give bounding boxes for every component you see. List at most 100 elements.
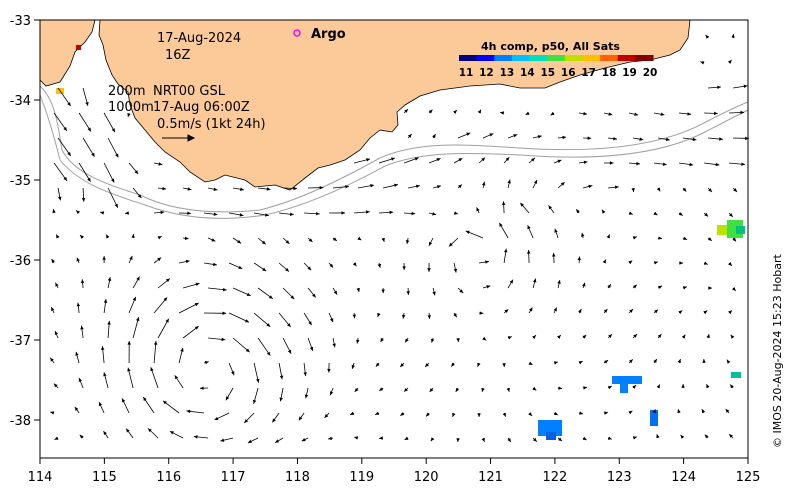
current-arrow-head-icon — [312, 293, 316, 298]
current-arrow-head-icon — [127, 341, 131, 345]
scale-label: 0.5m/s (1kt 24h) — [157, 117, 266, 132]
current-arrow-head-icon — [204, 360, 209, 365]
current-arrow-head-icon — [432, 212, 437, 216]
current-arrow-head-icon — [550, 111, 555, 116]
lat-tick-label: -38 — [10, 414, 31, 429]
current-arrow-head-icon — [706, 384, 710, 389]
current-arrow-head-icon — [54, 436, 59, 440]
current-arrow-head-icon — [726, 359, 731, 364]
current-arrow-head-icon — [129, 255, 133, 260]
current-arrow-shaft — [57, 137, 72, 157]
current-arrow-head-icon — [285, 267, 289, 272]
current-arrow-head-icon — [431, 338, 435, 343]
lat-tick-label: -37 — [10, 334, 31, 349]
current-arrow-shaft — [153, 341, 157, 364]
current-arrow-head-icon — [381, 289, 385, 294]
current-arrow-head-icon — [329, 263, 334, 268]
colorbar-tick-label: 20 — [643, 67, 658, 79]
lon-tick-label: 124 — [671, 470, 696, 485]
current-arrow-head-icon — [415, 184, 420, 189]
argo-legend: Argo — [293, 27, 346, 42]
longitude-axis: 114 115 116 117 118 119 120 121 122 123 124 125 — [28, 458, 760, 485]
lon-tick-label: 117 — [221, 470, 246, 485]
current-arrow-head-icon — [316, 211, 320, 216]
current-arrow-head-icon — [87, 177, 91, 182]
current-arrow-head-icon — [137, 194, 142, 199]
current-arrow-head-icon — [476, 207, 480, 212]
current-arrow-head-icon — [195, 282, 200, 287]
current-arrow-head-icon — [78, 377, 82, 382]
current-arrow-head-icon — [482, 336, 487, 341]
current-arrow-head-icon — [333, 290, 338, 295]
bathymetry-contours — [39, 85, 749, 219]
current-arrow-head-icon — [404, 109, 409, 113]
current-arrow-shaft — [53, 112, 68, 132]
current-arrow-head-icon — [80, 325, 84, 330]
current-arrow-head-icon — [582, 282, 586, 287]
colorbar-title: 4h comp, p50, All Sats — [481, 40, 620, 53]
current-arrow-head-icon — [238, 265, 243, 269]
current-arrow-head-icon — [628, 359, 633, 364]
current-arrow-head-icon — [633, 334, 638, 338]
lon-tick-label: 115 — [92, 470, 117, 485]
current-arrow-head-icon — [351, 364, 355, 369]
lat-tick-label: -35 — [10, 174, 31, 189]
current-arrow-head-icon — [107, 277, 112, 281]
land-australia — [98, 19, 691, 191]
current-arrow-head-icon — [301, 437, 306, 442]
current-arrow-head-icon — [532, 386, 537, 391]
colorbar-tick-label: 17 — [581, 67, 596, 79]
land-west-cape — [39, 19, 96, 87]
current-arrow-head-icon — [459, 289, 464, 294]
current-arrow-head-icon — [702, 359, 706, 363]
current-arrow-head-icon — [466, 132, 471, 136]
current-arrow-head-icon — [477, 362, 481, 367]
map-frame — [39, 19, 749, 459]
lon-tick-label: 119 — [349, 470, 374, 485]
current-arrow-head-icon — [163, 400, 167, 405]
current-arrow-head-icon — [558, 386, 563, 390]
current-arrow-head-icon — [429, 388, 434, 392]
current-arrow-head-icon — [679, 261, 684, 265]
product-label: NRT00 GSL — [153, 84, 226, 99]
current-arrow-head-icon — [614, 185, 619, 189]
current-arrow-head-icon — [680, 434, 685, 439]
current-arrow-shaft — [157, 318, 170, 339]
colorbar-segment — [459, 55, 478, 61]
current-arrow-head-icon — [279, 397, 283, 402]
current-arrow-head-icon — [636, 161, 641, 166]
current-arrow-head-icon — [411, 211, 416, 216]
current-arrow-head-icon — [745, 136, 749, 141]
current-arrow-head-icon — [428, 109, 433, 114]
current-arrow-head-icon — [562, 135, 567, 140]
sst-colorbar: 4h comp, p50, All Sats 11 12 13 14 15 16 17 18 1… — [459, 40, 658, 79]
current-arrow-head-icon — [653, 211, 658, 216]
current-arrow-head-icon — [345, 185, 349, 189]
current-arrow-head-icon — [303, 372, 307, 377]
current-arrow-head-icon — [504, 309, 509, 314]
current-arrow-head-icon — [665, 137, 670, 142]
current-arrow-head-icon — [613, 136, 617, 141]
current-arrow-head-icon — [352, 314, 357, 319]
current-arrow-head-icon — [533, 179, 538, 184]
current-arrow-head-icon — [677, 409, 681, 414]
current-arrow-head-icon — [578, 308, 582, 313]
current-arrow-head-icon — [578, 361, 583, 365]
current-arrow-head-icon — [127, 113, 131, 117]
current-arrow-head-icon — [731, 34, 735, 38]
current-arrow-head-icon — [304, 394, 309, 399]
current-arrow-head-icon — [455, 387, 460, 392]
current-arrow-head-icon — [245, 348, 250, 353]
current-arrow-head-icon — [58, 196, 62, 201]
current-arrow-head-icon — [211, 238, 216, 242]
current-arrow-head-icon — [525, 111, 530, 115]
current-arrow-head-icon — [91, 152, 95, 157]
current-arrow-head-icon — [193, 435, 198, 439]
lon-tick-label: 122 — [542, 470, 567, 485]
current-arrow-shaft — [107, 187, 119, 208]
current-arrow-head-icon — [222, 311, 227, 315]
current-arrow-head-icon — [458, 184, 462, 189]
current-arrow-head-icon — [126, 428, 130, 433]
current-arrow-head-icon — [500, 111, 504, 115]
current-arrow-head-icon — [732, 287, 736, 292]
